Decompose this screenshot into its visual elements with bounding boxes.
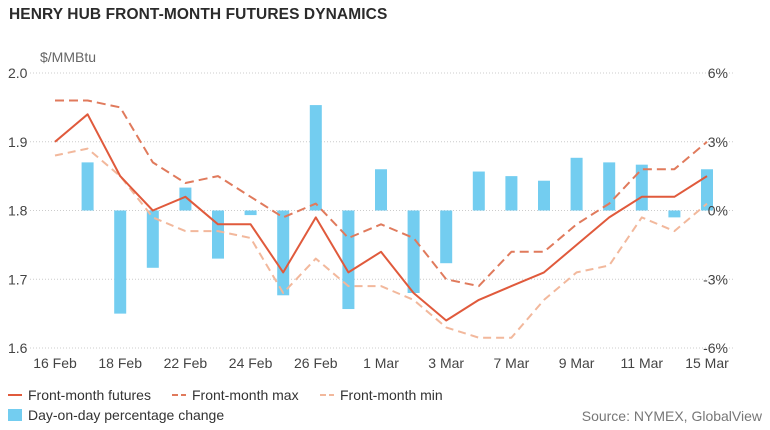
- y-right-tick-label: -6%: [703, 340, 728, 356]
- x-tick-label: 11 Mar: [621, 355, 664, 371]
- series-line-front-month-max: [55, 99, 708, 288]
- legend-swatch-bar-icon: [8, 409, 22, 421]
- chart-title: HENRY HUB FRONT-MONTH FUTURES DYNAMICS: [9, 6, 388, 23]
- y-axis-unit-label: $/MMBtu: [40, 49, 97, 65]
- y-left-tick-label: 1.7: [8, 271, 28, 287]
- bar-day-change: [114, 210, 127, 314]
- bar-day-change: [179, 187, 192, 211]
- bar-day-change: [570, 157, 583, 211]
- legend-swatch-dashed-icon: [172, 394, 186, 396]
- x-tick-label: 1 Mar: [363, 355, 399, 371]
- y-left-tick-label: 2.0: [8, 65, 28, 81]
- bar-day-change: [668, 210, 681, 218]
- series-line-front-month-min: [54, 147, 708, 339]
- bar-day-change: [603, 162, 616, 211]
- legend-item-max: Front-month max: [172, 387, 299, 403]
- legend-swatch-dashed-light-icon: [320, 394, 334, 396]
- chart-plot: 1.6 -6% 1.7 -3% 1.8 0% 1.9 3% 2.0 6% 16 Feb 18 Feb 2…: [8, 65, 735, 371]
- bar-day-change: [244, 210, 257, 216]
- legend-label: Front-month min: [340, 387, 443, 403]
- legend-item-min: Front-month min: [320, 387, 443, 403]
- bar-day-change: [505, 176, 518, 211]
- legend-label: Front-month max: [192, 387, 299, 403]
- legend-swatch-solid-icon: [8, 394, 22, 396]
- x-tick-label: 22 Feb: [164, 355, 208, 371]
- x-tick-label: 26 Feb: [294, 355, 338, 371]
- x-tick-label: 24 Feb: [229, 355, 273, 371]
- x-tick-label: 15 Mar: [685, 355, 729, 371]
- bar-day-change: [407, 210, 420, 293]
- legend-label: Front-month futures: [28, 387, 151, 403]
- source-note: Source: NYMEX, GlobalView: [581, 408, 762, 424]
- bar-day-change: [375, 169, 387, 211]
- y-right-tick-label: 3%: [708, 134, 728, 150]
- y-left-tick-label: 1.8: [8, 203, 28, 219]
- y-right-tick-label: 6%: [708, 65, 728, 81]
- legend-item-bars: Day-on-day percentage change: [8, 407, 224, 423]
- bar-day-change: [277, 210, 290, 296]
- bar-day-change: [146, 210, 159, 268]
- bar-day-change: [342, 210, 355, 310]
- bar-day-change: [440, 210, 453, 264]
- x-tick-label: 3 Mar: [428, 355, 464, 371]
- bar-day-change: [472, 171, 485, 211]
- bar-day-change: [81, 162, 94, 211]
- bar-day-change: [701, 169, 713, 211]
- bar-day-change: [635, 164, 648, 211]
- x-tick-label: 7 Mar: [494, 355, 530, 371]
- legend-label: Day-on-day percentage change: [28, 407, 225, 423]
- x-tick-label: 16 Feb: [33, 355, 77, 371]
- series-line-front-month-futures: [54, 113, 708, 322]
- y-right-tick-label: -3%: [703, 271, 728, 287]
- bar-day-change: [212, 210, 224, 259]
- y-left-tick-label: 1.9: [8, 134, 28, 150]
- x-tick-label: 18 Feb: [98, 355, 142, 371]
- y-right-tick-label: 0%: [708, 203, 728, 219]
- bar-day-change: [538, 180, 550, 211]
- x-tick-label: 9 Mar: [559, 355, 595, 371]
- bar-day-change: [309, 105, 322, 211]
- y-left-tick-label: 1.6: [8, 340, 28, 356]
- legend-item-futures: Front-month futures: [8, 387, 151, 403]
